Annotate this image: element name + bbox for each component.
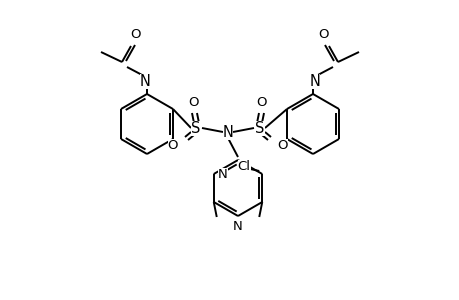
Text: O: O [277,139,288,152]
Text: O: O [256,95,267,109]
Text: N: N [309,74,320,88]
Text: S: S [255,121,264,136]
Text: N: N [222,124,233,140]
Text: N: N [139,74,150,88]
Text: O: O [168,139,178,152]
Text: O: O [318,28,329,40]
Text: S: S [191,121,200,136]
Text: Cl: Cl [237,160,250,172]
Text: O: O [130,28,141,40]
Text: O: O [188,95,199,109]
Text: N: N [233,220,242,232]
Text: N: N [218,167,227,181]
